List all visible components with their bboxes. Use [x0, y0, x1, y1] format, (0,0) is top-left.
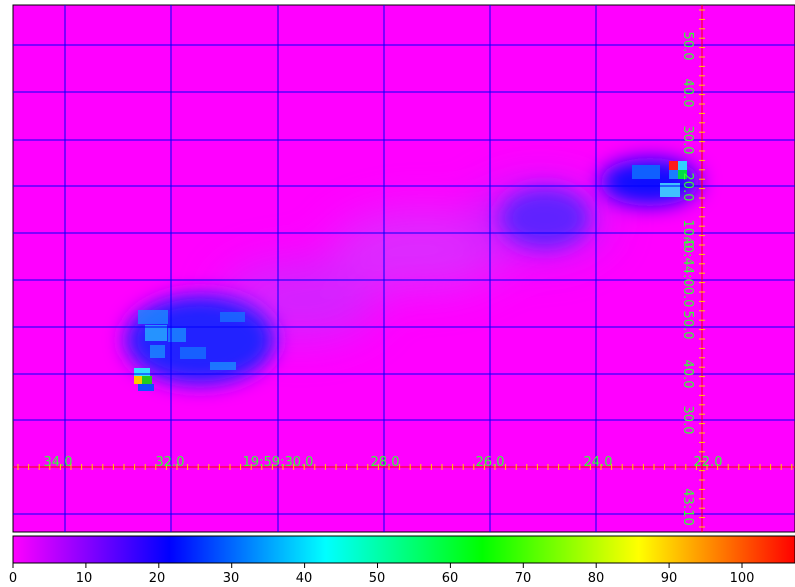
- dec-axis-labels: 50.0 40.0 30.0 20.0 10.0 40:44:00.0 50.0…: [680, 32, 695, 526]
- dec-label: 30.0: [680, 126, 695, 155]
- colorbar-gradient: [12, 535, 795, 564]
- colorbar-tick-label: 70: [515, 571, 532, 586]
- coordinate-grid: [13, 5, 795, 532]
- axes: [13, 5, 795, 532]
- colorbar-tick-label: 80: [588, 571, 605, 586]
- dec-label: 43:10: [680, 488, 695, 525]
- dec-label: 40.0: [680, 79, 695, 108]
- colorbar-tick-label: 30: [223, 571, 240, 586]
- dec-label: 50.0: [680, 32, 695, 61]
- colorbar: 0 10 20 30 40 50 60 70 80 90 100: [9, 535, 795, 586]
- dec-label: 40.0: [680, 360, 695, 389]
- colorbar-tick-label: 50: [369, 571, 386, 586]
- colorbar-tick-label: 90: [661, 571, 678, 586]
- ra-label: 28.0: [371, 455, 400, 470]
- left-lobe-structure: [138, 310, 245, 370]
- colorbar-tick-label: 40: [296, 571, 313, 586]
- ra-axis-labels: 34.0 32.0 19:59:30.0 28.0 26.0 24.0 22.0: [44, 455, 723, 470]
- dec-label: 50.0: [680, 311, 695, 340]
- colorbar-tick-label: 20: [149, 571, 166, 586]
- colorbar-tick-label: 60: [442, 571, 459, 586]
- colorbar-tick-label: 100: [730, 571, 755, 586]
- left-hotspot: [134, 368, 154, 391]
- ra-label: 22.0: [694, 455, 723, 470]
- ra-label: 32.0: [156, 455, 185, 470]
- ra-label: 24.0: [584, 455, 613, 470]
- dec-label: 10.0: [680, 220, 695, 249]
- colorbar-tick-label: 10: [76, 571, 93, 586]
- dec-label: 40:44:00.0: [680, 237, 695, 308]
- colorbar-tick-label: 0: [9, 571, 17, 586]
- dec-label: 30.0: [680, 406, 695, 435]
- dec-label: 20.0: [680, 173, 695, 202]
- right-hotspot: [669, 161, 687, 179]
- ra-label: 34.0: [44, 455, 73, 470]
- ra-label: 19:59:30.0: [243, 455, 314, 470]
- ra-label: 26.0: [476, 455, 505, 470]
